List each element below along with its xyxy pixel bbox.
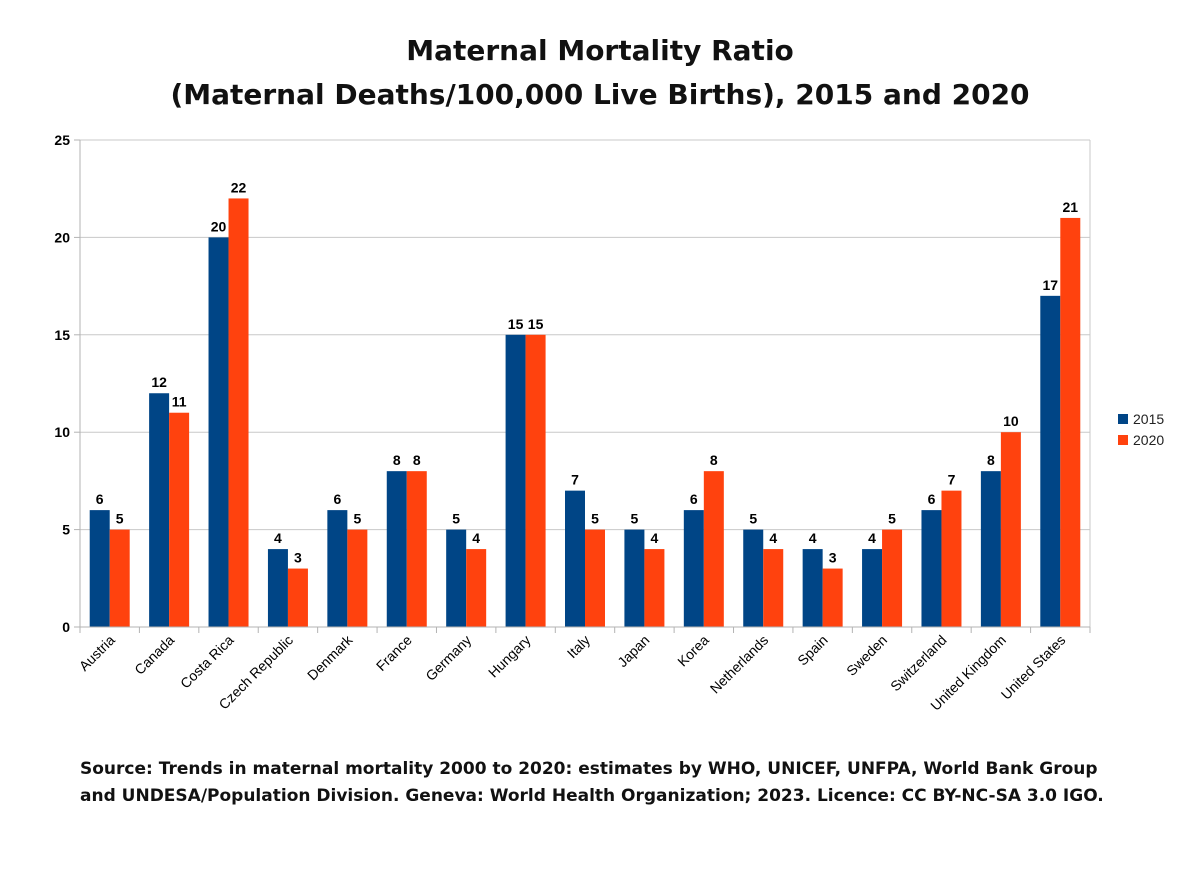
legend-swatch-2015 [1118, 414, 1128, 424]
x-tick-label: Spain [794, 632, 831, 669]
bar-2020 [1000, 432, 1021, 627]
data-label: 8 [393, 452, 401, 468]
bar-2015 [505, 334, 526, 627]
bar-2015 [267, 549, 288, 627]
data-label: 15 [528, 316, 544, 332]
data-label: 22 [231, 179, 247, 195]
data-label: 4 [809, 530, 817, 546]
x-tick-label: Switzerland [887, 632, 949, 694]
bar-2020 [644, 549, 665, 627]
bar-2015 [1040, 295, 1061, 627]
legend-label: 2015 [1133, 411, 1164, 427]
source-note: Source: Trends in maternal mortality 200… [80, 756, 1104, 810]
x-tick-label: Korea [674, 632, 712, 670]
bar-2015 [327, 510, 348, 627]
bar-2020 [941, 490, 962, 627]
bar-2015 [89, 510, 110, 627]
data-label: 7 [571, 472, 579, 488]
bar-2015 [802, 549, 823, 627]
bar-2015 [743, 529, 764, 627]
bar-2020 [287, 568, 308, 627]
data-label: 5 [353, 511, 361, 527]
data-label: 4 [274, 530, 282, 546]
data-label: 20 [211, 218, 227, 234]
bar-2020 [763, 549, 784, 627]
data-label: 11 [172, 394, 187, 410]
data-label: 12 [151, 374, 167, 390]
data-label: 6 [333, 491, 341, 507]
data-label: 4 [769, 530, 777, 546]
y-tick-label: 15 [54, 327, 70, 343]
data-label: 5 [591, 511, 599, 527]
data-label: 6 [96, 491, 104, 507]
bar-2020 [525, 334, 546, 627]
y-tick-label: 0 [62, 619, 70, 635]
data-label: 17 [1043, 277, 1059, 293]
data-label: 4 [651, 530, 659, 546]
bar-2020 [822, 568, 843, 627]
bar-2015 [208, 237, 229, 627]
x-tick-label: Canada [131, 632, 177, 678]
data-label: 8 [710, 452, 718, 468]
bar-2015 [980, 471, 1001, 627]
data-label: 6 [690, 491, 698, 507]
bar-2015 [683, 510, 704, 627]
bar-2015 [624, 529, 645, 627]
data-label: 4 [472, 530, 480, 546]
x-tick-label: Hungary [485, 632, 534, 681]
bar-2020 [169, 412, 190, 627]
chart-subtitle: (Maternal Deaths/100,000 Live Births), 2… [170, 78, 1030, 111]
y-tick-label: 20 [54, 229, 70, 245]
data-label: 21 [1063, 199, 1079, 215]
x-tick-label: Denmark [304, 631, 356, 683]
data-label: 5 [116, 511, 124, 527]
data-label: 5 [452, 511, 460, 527]
source-line-2: and UNDESA/Population Division. Geneva: … [80, 786, 1104, 806]
x-tick-label: Netherlands [707, 632, 772, 697]
x-tick-label: France [373, 632, 415, 674]
data-label: 3 [829, 550, 837, 566]
bar-2015 [862, 549, 883, 627]
data-label: 3 [294, 550, 302, 566]
bar-2020 [1060, 217, 1081, 628]
bar-2015 [921, 510, 942, 627]
data-label: 4 [868, 530, 876, 546]
data-label: 15 [508, 316, 524, 332]
bar-2020 [109, 529, 130, 627]
data-label: 5 [749, 511, 757, 527]
bar-2015 [446, 529, 467, 627]
x-tick-label: Sweden [843, 632, 890, 679]
bar-2020 [466, 549, 487, 627]
data-label: 10 [1003, 413, 1019, 429]
x-tick-label: Costa Rica [177, 632, 237, 692]
x-tick-label: Japan [614, 632, 652, 670]
data-label: 8 [987, 452, 995, 468]
bar-2020 [703, 471, 724, 627]
x-tick-label: Italy [564, 632, 593, 661]
legend-label: 2020 [1133, 432, 1164, 448]
bar-2020 [228, 198, 249, 627]
bar-2020 [406, 471, 427, 627]
data-label: 8 [413, 452, 421, 468]
chart-title: Maternal Mortality Ratio [406, 34, 794, 67]
legend-swatch-2020 [1118, 435, 1128, 445]
source-line-1: Source: Trends in maternal mortality 200… [80, 759, 1098, 779]
x-tick-label: Austria [76, 632, 118, 674]
y-tick-label: 10 [54, 424, 70, 440]
x-tick-label: Germany [422, 632, 474, 684]
bar-2015 [565, 490, 585, 627]
bar-2015 [149, 393, 170, 627]
bar-2015 [386, 471, 407, 627]
data-label: 7 [948, 472, 956, 488]
data-label: 6 [928, 491, 936, 507]
bar-2020 [585, 529, 605, 627]
data-label: 5 [888, 511, 896, 527]
bar-2020 [882, 529, 903, 627]
y-tick-label: 5 [62, 522, 70, 538]
y-tick-label: 25 [54, 132, 70, 148]
data-label: 5 [631, 511, 639, 527]
bar-2020 [347, 529, 368, 627]
